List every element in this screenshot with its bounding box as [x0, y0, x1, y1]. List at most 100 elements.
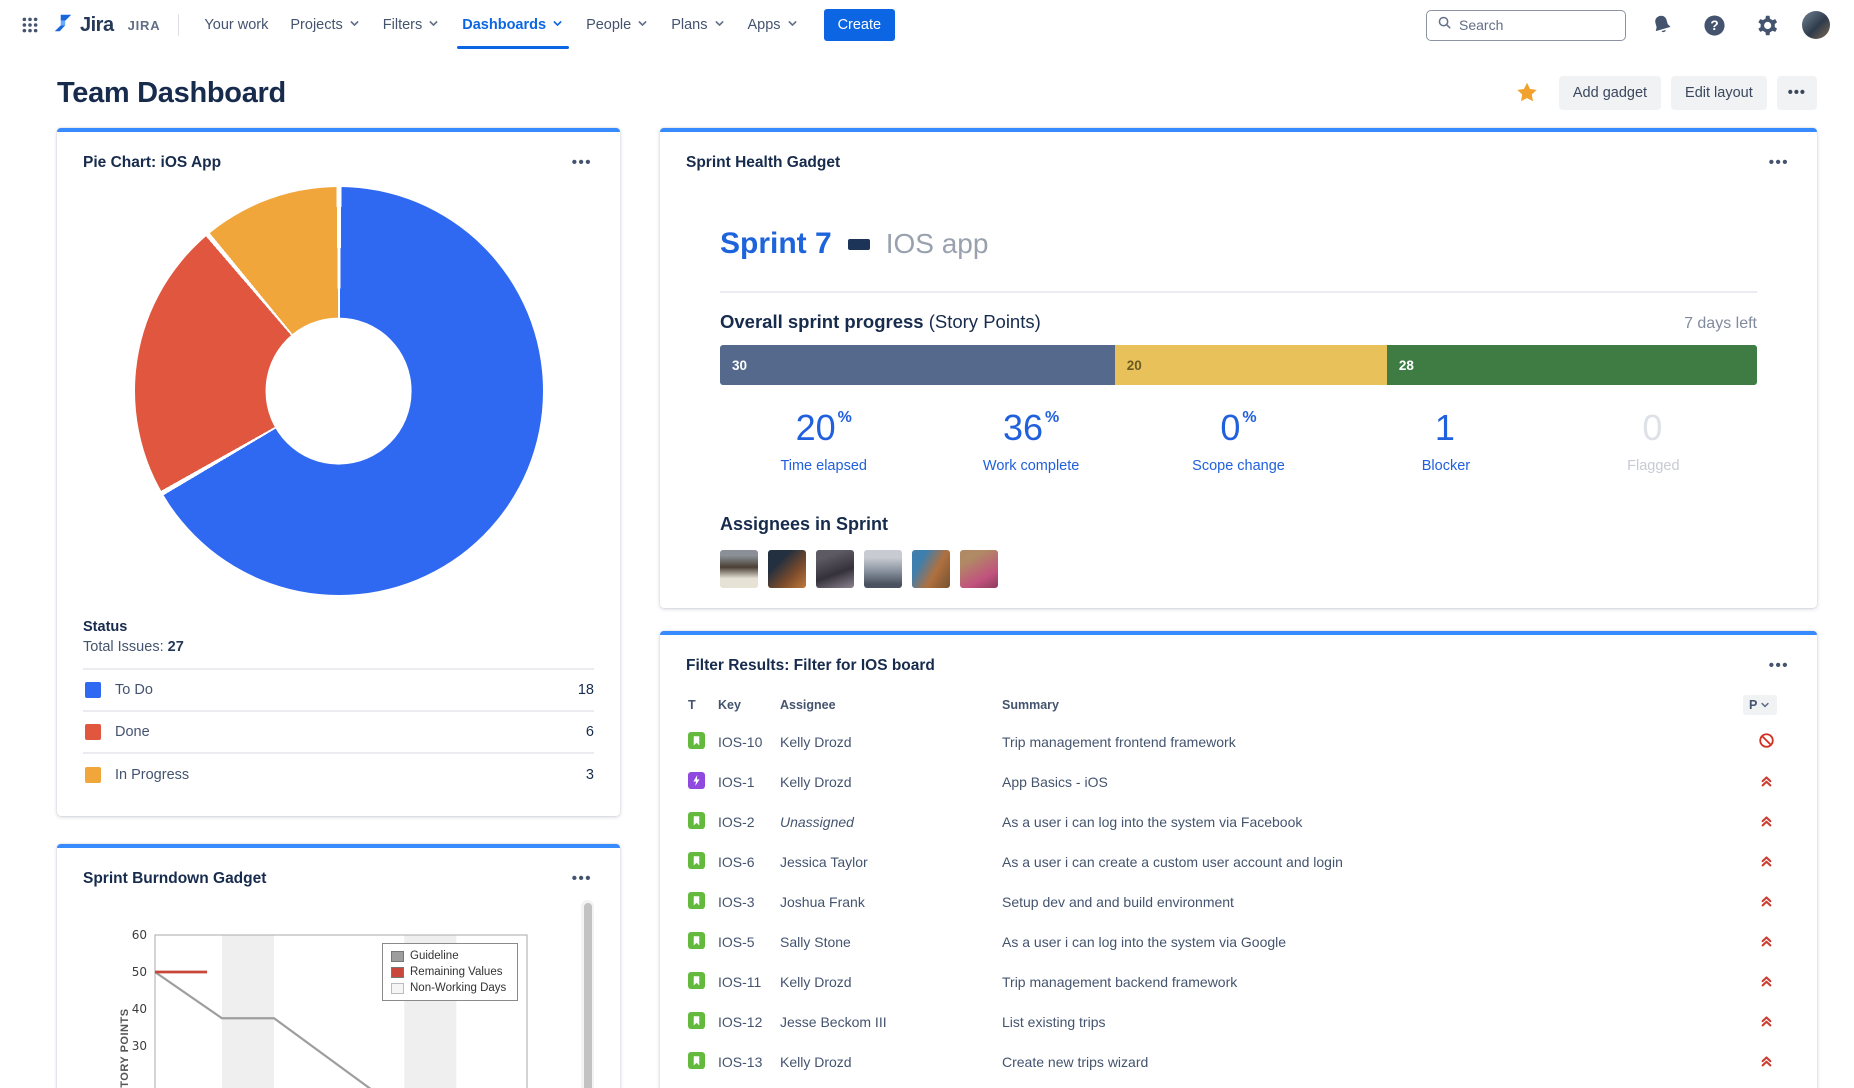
create-button[interactable]: Create [823, 9, 896, 41]
scrollbar-thumb[interactable] [583, 903, 592, 1088]
issue-summary[interactable]: As a user i can create a custom user acc… [1002, 854, 1343, 870]
workspace-label: JIRA [127, 17, 161, 33]
issue-row: IOS-2 Unassigned As a user i can log int… [688, 802, 1789, 842]
issue-key[interactable]: IOS-12 [718, 1014, 763, 1030]
nav-item-projects[interactable]: Projects [279, 0, 371, 50]
issue-summary[interactable]: Trip management backend framework [1002, 974, 1238, 990]
issue-summary[interactable]: App Basics - iOS [1002, 774, 1108, 790]
sprint-name[interactable]: Sprint 7 [720, 227, 832, 260]
svg-text:40: 40 [132, 1002, 147, 1016]
issue-key[interactable]: IOS-2 [718, 814, 755, 830]
issue-row: IOS-10 Kelly Drozd Trip management front… [688, 722, 1789, 762]
legend-label: In Progress [115, 767, 190, 783]
legend-swatch [85, 767, 101, 783]
legend-row[interactable]: Done 6 [83, 712, 594, 754]
issue-key[interactable]: IOS-1 [718, 774, 755, 790]
highest-priority-icon [1758, 892, 1775, 912]
legend-row[interactable]: To Do 18 [83, 670, 594, 712]
settings-gear-icon[interactable] [1750, 9, 1782, 41]
story-icon [688, 812, 705, 829]
gadget-more-button[interactable]: ••• [1765, 152, 1793, 173]
nav-item-people[interactable]: People [575, 0, 660, 50]
column-header-assignee[interactable]: Assignee [780, 698, 836, 712]
issue-key[interactable]: IOS-3 [718, 894, 755, 910]
legend-swatch [85, 724, 101, 740]
assignee-avatar[interactable] [720, 550, 758, 588]
epic-icon [688, 772, 705, 789]
story-icon [688, 1012, 705, 1029]
progress-segment-done[interactable]: 28 [1386, 345, 1757, 385]
search-box[interactable] [1426, 9, 1626, 41]
progress-heading: Overall sprint progress (Story Points) [720, 311, 1041, 332]
svg-text:50: 50 [132, 965, 147, 979]
top-navbar: Jira JIRA Your work Projects Filters Das… [0, 0, 1854, 50]
assignee-avatar[interactable] [768, 550, 806, 588]
gadget-more-button[interactable]: ••• [568, 152, 596, 173]
user-avatar[interactable] [1802, 11, 1830, 39]
favorite-star-icon[interactable] [1515, 81, 1539, 105]
assignee-avatar[interactable] [864, 550, 902, 588]
assignee-avatar[interactable] [960, 550, 998, 588]
nav-item-filters[interactable]: Filters [372, 0, 451, 50]
nav-item-your-work[interactable]: Your work [204, 17, 269, 33]
issue-summary[interactable]: As a user i can log into the system via … [1002, 814, 1303, 830]
issue-summary[interactable]: Setup dev and and build environment [1002, 894, 1234, 910]
progress-segment-todo[interactable]: 30 [720, 345, 1115, 385]
issue-summary[interactable]: As a user i can log into the system via … [1002, 934, 1287, 950]
gadget-more-button[interactable]: ••• [568, 868, 596, 889]
assignee-avatar[interactable] [816, 550, 854, 588]
edit-layout-button[interactable]: Edit layout [1671, 76, 1767, 110]
issue-assignee: Jesse Beckom III [780, 1014, 887, 1030]
app-switcher-icon[interactable] [14, 9, 46, 41]
legend-swatch [391, 966, 404, 978]
nav-item-apps[interactable]: Apps [737, 0, 810, 50]
jira-logo[interactable]: Jira [52, 12, 114, 39]
issue-key[interactable]: IOS-13 [718, 1054, 763, 1070]
assignees-heading: Assignees in Sprint [720, 514, 889, 534]
more-options-button[interactable]: ••• [1776, 76, 1817, 110]
issue-key[interactable]: IOS-10 [718, 734, 763, 750]
search-input[interactable] [1459, 17, 1615, 33]
svg-text:60: 60 [132, 928, 147, 942]
legend-label: Done [115, 724, 150, 740]
gadget-more-button[interactable]: ••• [1765, 655, 1793, 676]
issue-row: IOS-5 Sally Stone As a user i can log in… [688, 922, 1789, 962]
sprint-health-gadget: Sprint Health Gadget ••• Sprint 7 IOS ap… [660, 128, 1817, 608]
sprint-burndown-gadget: Sprint Burndown Gadget ••• 60 50 40 30 STOR… [57, 844, 620, 1088]
issue-key[interactable]: IOS-5 [718, 934, 755, 950]
add-gadget-button[interactable]: Add gadget [1558, 76, 1662, 110]
help-icon[interactable] [1698, 9, 1730, 41]
scrollbar-track[interactable] [581, 900, 594, 1088]
gadget-title: Filter Results: Filter for IOS board [686, 656, 935, 674]
issue-key[interactable]: IOS-6 [718, 854, 755, 870]
column-header-priority[interactable]: P [1743, 695, 1789, 715]
issue-assignee: Unassigned [780, 814, 854, 830]
stat-scope-change: 0% Scope change [1192, 407, 1285, 474]
stat-flagged: 0 Flagged [1627, 407, 1680, 474]
progress-segment-inprogress[interactable]: 20 [1114, 345, 1387, 385]
status-donut-chart[interactable] [134, 187, 543, 595]
highest-priority-icon [1758, 972, 1775, 992]
nav-item-plans[interactable]: Plans [660, 0, 736, 50]
issue-row: IOS-1 Kelly Drozd App Basics - iOS [688, 762, 1789, 802]
issue-key[interactable]: IOS-11 [718, 974, 762, 990]
nav-item-dashboards[interactable]: Dashboards [451, 0, 575, 50]
sort-chevron-down-icon [1759, 699, 1771, 711]
column-header-type[interactable]: T [688, 698, 696, 712]
assignee-avatar[interactable] [912, 550, 950, 588]
legend-row[interactable]: In Progress 3 [83, 754, 594, 796]
issue-row: IOS-13 Kelly Drozd Create new trips wiza… [688, 1042, 1789, 1082]
issue-summary[interactable]: Trip management frontend framework [1002, 734, 1236, 750]
legend-value: 3 [585, 767, 594, 783]
issue-assignee: Kelly Drozd [780, 1054, 852, 1070]
legend-value: 6 [585, 724, 594, 740]
chevron-down-icon [348, 17, 361, 34]
story-icon [688, 972, 705, 989]
legend-heading: Status [83, 619, 128, 635]
notifications-bell-icon[interactable] [1642, 5, 1682, 45]
issue-summary[interactable]: List existing trips [1002, 1014, 1106, 1030]
column-header-key[interactable]: Key [718, 698, 741, 712]
issue-summary[interactable]: Create new trips wizard [1002, 1054, 1149, 1070]
column-header-summary[interactable]: Summary [1002, 698, 1059, 712]
chart-y-axis-label: STORY POINTS [119, 1008, 131, 1088]
